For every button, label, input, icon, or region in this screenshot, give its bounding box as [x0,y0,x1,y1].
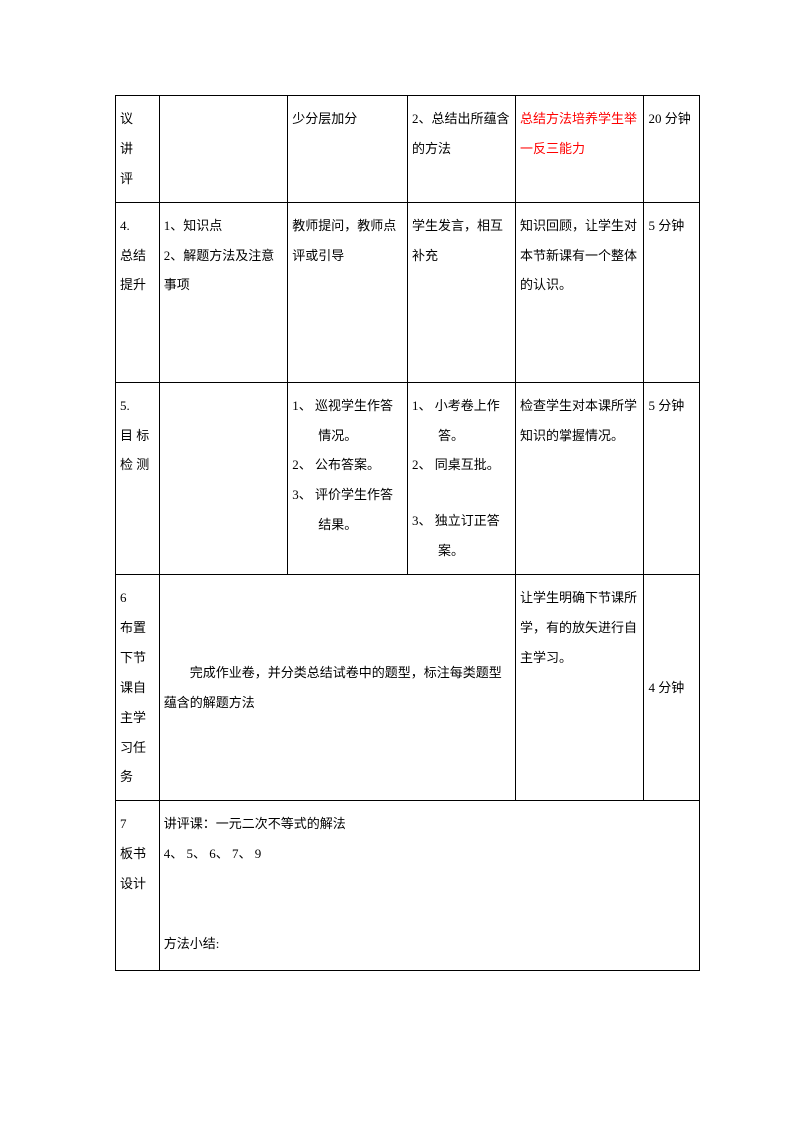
cell-time: 5 分钟 [644,202,700,382]
cell-time: 5 分钟 [644,382,700,574]
cell-purpose: 总结方法培养学生举一反三能力 [516,96,644,203]
cell-stage: 7 板书设计 [116,801,160,971]
table-row: 7 板书设计 讲评课：一元二次不等式的解法 4、 5、 6、 7、 9 方法小结… [116,801,700,971]
cell-purpose: 让学生明确下节课所学，有的放矢进行自主学习。 [516,575,644,801]
cell-content: 1、知识点 2、解题方法及注意事项 [159,202,287,382]
cell-student: 2、总结出所蕴含的方法 [407,96,515,203]
list-item: 2、 公布答案。 [292,450,403,480]
list-item: 2、 同桌互批。 [412,450,511,480]
table-row: 4. 总结提升 1、知识点 2、解题方法及注意事项 教师提问，教师点评或引导 学… [116,202,700,382]
lesson-plan-table: 议 讲 评 少分层加分 2、总结出所蕴含的方法 总结方法培养学生举一反三能力 2… [115,95,700,971]
cell-stage: 议 讲 评 [116,96,160,203]
cell-time: 4 分钟 [644,575,700,801]
table-row: 议 讲 评 少分层加分 2、总结出所蕴含的方法 总结方法培养学生举一反三能力 2… [116,96,700,203]
cell-purpose: 检查学生对本课所学知识的掌握情况。 [516,382,644,574]
cell-content [159,96,287,203]
cell-stage: 6 布置下节课自主学习任务 [116,575,160,801]
cell-purpose: 知识回顾，让学生对本节新课有一个整体的认识。 [516,202,644,382]
cell-teacher: 少分层加分 [288,96,408,203]
cell-student: 1、 小考卷上作答。 2、 同桌互批。 3、 独立订正答案。 [407,382,515,574]
cell-teacher: 教师提问，教师点评或引导 [288,202,408,382]
list-item: 3、 独立订正答案。 [412,506,511,566]
list-item: 1、 巡视学生作答情况。 [292,391,403,451]
cell-stage: 4. 总结提升 [116,202,160,382]
cell-teacher: 1、 巡视学生作答情况。 2、 公布答案。 3、 评价学生作答结果。 [288,382,408,574]
cell-merged-content: 完成作业卷，并分类总结试卷中的题型，标注每类题型蕴含的解题方法 [159,575,515,801]
list-item [412,480,511,506]
table-row: 5. 目 标检 测 1、 巡视学生作答情况。 2、 公布答案。 3、 评价学生作… [116,382,700,574]
cell-content [159,382,287,574]
cell-merged-all: 讲评课：一元二次不等式的解法 4、 5、 6、 7、 9 方法小结: [159,801,699,971]
list-item: 3、 评价学生作答结果。 [292,480,403,540]
cell-stage: 5. 目 标检 测 [116,382,160,574]
cell-student: 学生发言，相互补充 [407,202,515,382]
list-item: 1、 小考卷上作答。 [412,391,511,451]
table-row: 6 布置下节课自主学习任务 完成作业卷，并分类总结试卷中的题型，标注每类题型蕴含… [116,575,700,801]
cell-time: 20 分钟 [644,96,700,203]
